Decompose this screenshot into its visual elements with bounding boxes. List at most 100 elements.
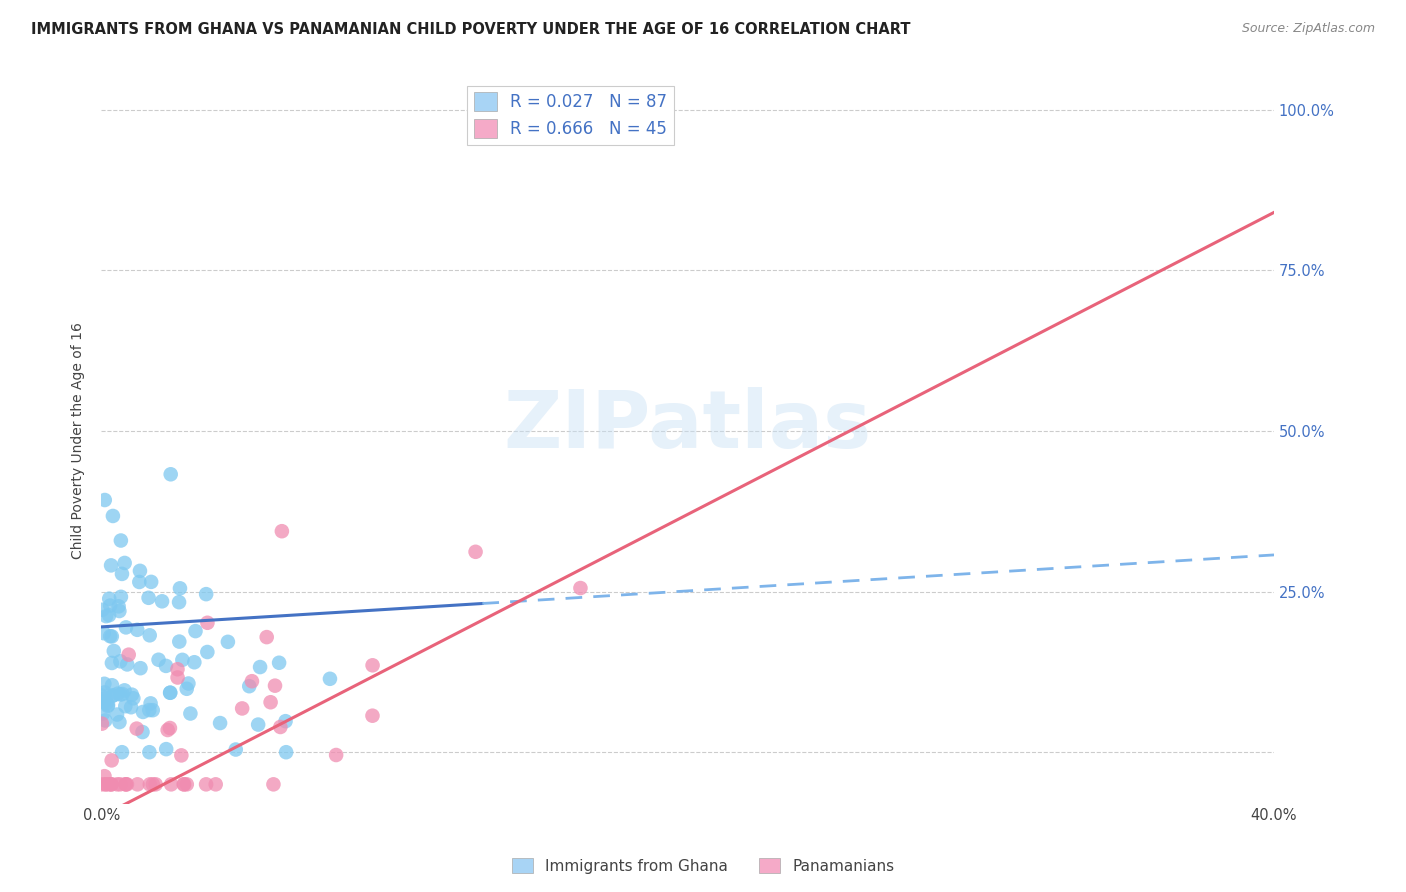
Point [195, 777, 218, 791]
Point [100, 777, 122, 791]
Point [90, 689, 112, 703]
Point [361, 708, 384, 723]
Point [176, 681, 198, 696]
Text: ZIPatlas: ZIPatlas [503, 387, 872, 465]
Text: IMMIGRANTS FROM GHANA VS PANAMANIAN CHILD POVERTY UNDER THE AGE OF 16 CORRELATIO: IMMIGRANTS FROM GHANA VS PANAMANIAN CHIL… [31, 22, 911, 37]
Point [464, 545, 486, 559]
Point [132, 705, 155, 719]
Point [160, 777, 183, 791]
Point [91, 603, 114, 617]
Point [90, 716, 112, 731]
Point [127, 623, 149, 637]
Point [139, 777, 162, 791]
Point [225, 742, 247, 756]
Point [247, 717, 270, 731]
Point [139, 697, 162, 711]
Point [150, 594, 173, 608]
Point [114, 777, 136, 791]
Point [159, 721, 181, 735]
Point [127, 777, 149, 791]
Point [108, 604, 131, 618]
Point [93, 626, 115, 640]
Point [98, 608, 121, 623]
Point [169, 634, 191, 648]
Point [166, 662, 188, 676]
Point [169, 582, 191, 596]
Point [94, 691, 117, 706]
Point [97, 698, 120, 713]
Point [94, 609, 117, 624]
Point [98, 599, 121, 613]
Point [270, 524, 292, 539]
Point [94, 714, 117, 728]
Point [569, 581, 592, 595]
Point [111, 566, 134, 581]
Point [155, 742, 177, 756]
Point [101, 656, 124, 670]
Point [103, 644, 125, 658]
Point [101, 689, 124, 703]
Point [159, 467, 181, 482]
Point [114, 699, 136, 714]
Point [195, 645, 218, 659]
Point [319, 672, 342, 686]
Point [98, 629, 121, 643]
Point [111, 745, 134, 759]
Point [170, 748, 193, 763]
Point [100, 558, 122, 573]
Point [184, 624, 207, 639]
Point [172, 653, 194, 667]
Legend: Immigrants from Ghana, Panamanians: Immigrants from Ghana, Panamanians [506, 852, 900, 880]
Point [176, 777, 198, 791]
Point [249, 660, 271, 674]
Point [114, 556, 136, 570]
Point [110, 590, 132, 604]
Point [115, 777, 138, 791]
Point [98, 591, 121, 606]
Point [256, 630, 278, 644]
Point [93, 695, 115, 709]
Point [177, 676, 200, 690]
Point [110, 654, 132, 668]
Point [100, 777, 122, 791]
Point [110, 533, 132, 548]
Point [138, 703, 160, 717]
Point [159, 686, 181, 700]
Point [108, 715, 131, 730]
Point [114, 777, 136, 791]
Point [114, 683, 136, 698]
Point [259, 695, 281, 709]
Point [122, 691, 145, 706]
Point [138, 628, 160, 642]
Point [262, 777, 284, 791]
Point [105, 777, 128, 791]
Point [325, 747, 347, 762]
Point [173, 777, 195, 791]
Point [110, 688, 132, 702]
Point [217, 635, 239, 649]
Point [269, 720, 291, 734]
Point [156, 723, 179, 737]
Point [148, 653, 170, 667]
Point [101, 678, 124, 692]
Point [108, 777, 131, 791]
Point [183, 655, 205, 669]
Point [138, 591, 160, 605]
Point [93, 769, 115, 783]
Point [138, 745, 160, 759]
Point [94, 493, 117, 508]
Point [167, 595, 190, 609]
Point [105, 707, 128, 722]
Point [361, 658, 384, 673]
Point [209, 716, 232, 731]
Point [142, 777, 165, 791]
Point [115, 620, 138, 634]
Point [97, 698, 120, 712]
Point [155, 659, 177, 673]
Point [264, 679, 287, 693]
Point [141, 574, 163, 589]
Point [101, 508, 124, 523]
Point [238, 679, 260, 693]
Point [107, 687, 129, 701]
Point [145, 777, 167, 791]
